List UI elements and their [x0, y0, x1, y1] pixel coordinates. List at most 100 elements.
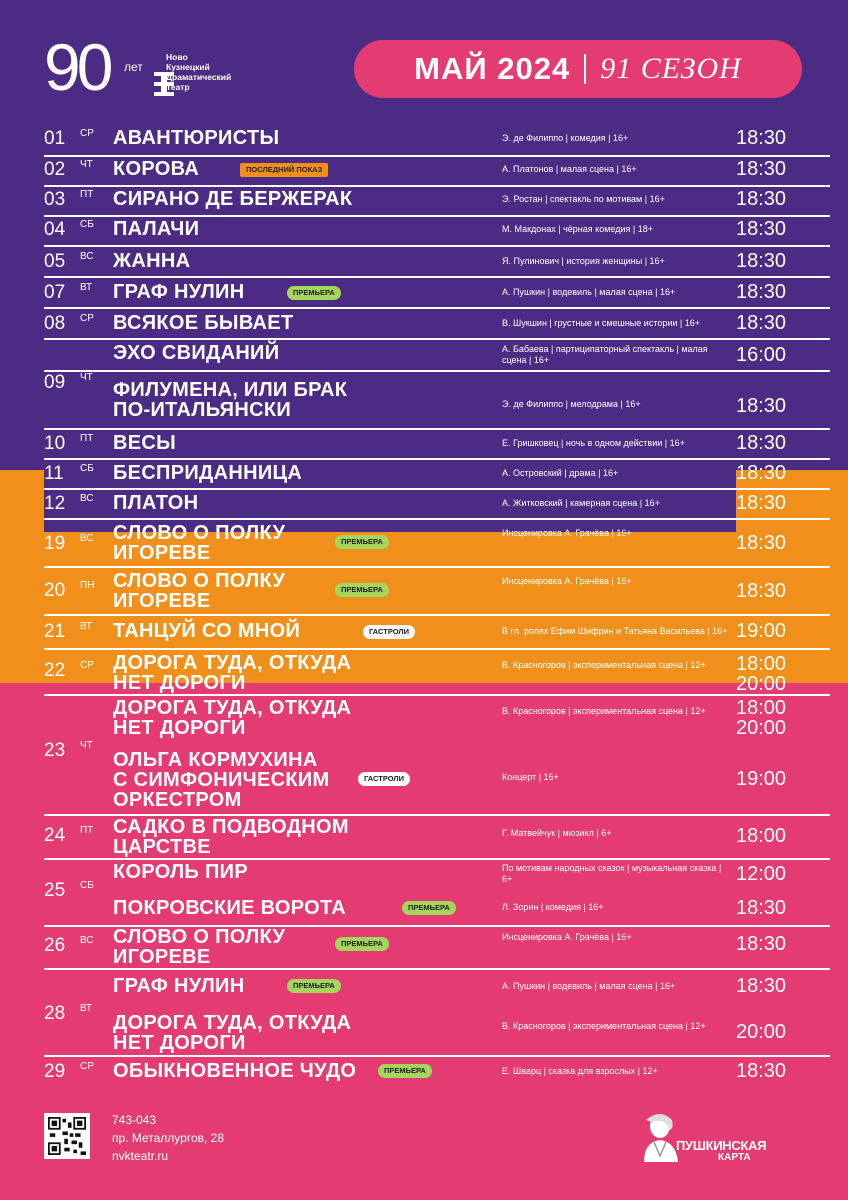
show-title[interactable]: НЕТ ДОРОГИ	[113, 1032, 246, 1054]
show-title[interactable]: СЛОВО О ПОЛКУ	[113, 522, 286, 544]
weekday-label: СБ	[80, 880, 94, 891]
show-time: 18:30	[736, 127, 787, 149]
show-title[interactable]: ОЛЬГА КОРМУХИНА	[113, 749, 318, 771]
show-details: Концерт | 16+	[502, 772, 559, 782]
show-title[interactable]: ЖАННА	[113, 250, 191, 272]
show-time: 18:30	[736, 281, 787, 303]
show-title[interactable]: СЛОВО О ПОЛКУ	[113, 570, 286, 592]
show-title[interactable]: ДОРОГА ТУДА, ОТКУДА	[113, 1012, 352, 1034]
show-title[interactable]: ВЕСЫ	[113, 432, 177, 454]
date-number: 26	[44, 935, 66, 956]
weekday-label: СР	[80, 313, 94, 324]
date-number: 08	[44, 313, 66, 334]
website-link[interactable]: nvkteatr.ru	[112, 1149, 169, 1163]
show-title[interactable]: АВАНТЮРИСТЫ	[113, 127, 280, 149]
date-number: 20	[44, 580, 66, 601]
show-details: По мотивам народных сказок | музыкальная…	[502, 863, 722, 884]
theatre-logo: 90 лет Ново Кузнецкий Драматический Теат…	[44, 34, 244, 104]
show-details: А. Пушкин | водевиль | малая сцена | 16+	[502, 981, 676, 991]
premiere-badge: ПРЕМЬЕРА	[335, 583, 389, 597]
show-title[interactable]: НЕТ ДОРОГИ	[113, 717, 246, 739]
logo-mark-icon	[154, 72, 174, 96]
weekday-label: ВС	[80, 493, 94, 504]
show-details: А. Житковский | камерная сцена | 16+	[502, 498, 660, 508]
show-details: Инсценировка А. Грачёва | 16+	[502, 932, 632, 942]
show-details: Инсценировка А. Грачёва | 16+	[502, 528, 632, 538]
row-divider	[44, 925, 830, 927]
show-title[interactable]: ПЛАТОН	[113, 492, 199, 514]
premiere-badge: ПРЕМЬЕРА	[378, 1064, 432, 1078]
show-title[interactable]: ВСЯКОЕ БЫВАЕТ	[113, 312, 294, 334]
date-number: 01	[44, 128, 66, 149]
show-time: 20:00	[736, 717, 787, 739]
date-number: 04	[44, 219, 66, 240]
show-title[interactable]: ОРКЕСТРОМ	[113, 789, 242, 811]
row-divider	[44, 307, 830, 309]
show-title[interactable]: ЦАРСТВЕ	[113, 836, 211, 858]
show-title[interactable]: ФИЛУМЕНА, ИЛИ БРАК	[113, 379, 348, 401]
show-time: 18:30	[736, 395, 787, 417]
show-time: 18:30	[736, 897, 787, 919]
show-title[interactable]: САДКО В ПОДВОДНОМ	[113, 816, 349, 838]
weekday-label: ПТ	[80, 433, 94, 444]
show-time: 18:30	[736, 462, 787, 484]
show-time: 19:00	[736, 768, 787, 790]
show-title[interactable]: ПАЛАЧИ	[113, 218, 200, 240]
row-divider	[44, 858, 830, 860]
show-title[interactable]: СЛОВО О ПОЛКУ	[113, 926, 286, 948]
show-title[interactable]: ИГОРЕВЕ	[113, 542, 211, 564]
weekday-label: ЧТ	[80, 159, 93, 170]
qr-code-icon[interactable]	[44, 1113, 90, 1159]
weekday-label: ВТ	[80, 282, 93, 293]
show-details: В. Красногоров | экспериментальная сцена…	[502, 1021, 706, 1031]
show-title[interactable]: ПОКРОВСКИЕ ВОРОТА	[113, 897, 347, 919]
show-title[interactable]: НЕТ ДОРОГИ	[113, 672, 246, 694]
show-details: А. Пушкин | водевиль | малая сцена | 16+	[502, 287, 676, 297]
show-time: 20:00	[736, 1021, 787, 1043]
show-time: 18:30	[736, 532, 787, 554]
show-title[interactable]: КОРОЛЬ ПИР	[113, 861, 248, 883]
show-title[interactable]: КОРОВА	[113, 158, 200, 180]
row-divider	[44, 614, 830, 616]
show-title[interactable]: ГРАФ НУЛИН	[113, 975, 245, 997]
tour-badge: ГАСТРОЛИ	[363, 625, 416, 639]
show-time: 18:30	[736, 312, 787, 334]
show-details: А. Бабаева | партиципаторный спектакль |…	[502, 344, 708, 365]
show-time: 19:00	[736, 620, 787, 642]
show-title[interactable]: ПО-ИТАЛЬЯНСКИ	[113, 399, 292, 421]
show-time: 18:30	[736, 492, 787, 514]
show-title[interactable]: С СИМФОНИЧЕСКИМ	[113, 769, 330, 791]
row-divider	[44, 648, 830, 650]
show-title[interactable]: ТАНЦУЙ СО МНОЙ	[113, 620, 301, 642]
show-details: Э. Ростан | спектакль по мотивам | 16+	[502, 194, 665, 204]
date-number: 12	[44, 493, 66, 514]
pushkin-card-subtitle: КАРТА	[718, 1152, 751, 1163]
date-number: 11	[44, 463, 64, 484]
show-title[interactable]: ДОРОГА ТУДА, ОТКУДА	[113, 697, 352, 719]
season-title: 91 СЕЗОН	[600, 52, 742, 85]
show-details: М. Макдонах | чёрная комедия | 18+	[502, 224, 653, 234]
weekday-label: СБ	[80, 219, 94, 230]
show-details: Э. де Филиппо | мелодрама | 16+	[502, 399, 641, 409]
row-divider	[44, 518, 830, 520]
show-title[interactable]: СИРАНО ДЕ БЕРЖЕРАК	[113, 188, 353, 210]
show-title[interactable]: БЕСПРИДАННИЦА	[113, 462, 303, 484]
show-title[interactable]: ОБЫКНОВЕННОЕ ЧУДО	[113, 1060, 357, 1082]
show-time: 18:30	[736, 218, 787, 240]
show-title[interactable]: ЭХО СВИДАНИЙ	[113, 342, 280, 364]
pushkin-card-title: ПУШКИНСКАЯ	[676, 1138, 767, 1153]
contact-info: 743-043 пр. Металлургов, 28 nvkteatr.ru	[112, 1111, 224, 1165]
show-title[interactable]: ИГОРЕВЕ	[113, 590, 211, 612]
row-divider	[44, 1055, 830, 1057]
show-title[interactable]: ИГОРЕВЕ	[113, 946, 211, 968]
logo-anniversary-number: 90	[44, 30, 113, 104]
weekday-label: ЧТ	[80, 740, 93, 751]
date-number: 19	[44, 533, 66, 554]
premiere-badge: ПРЕМЬЕРА	[287, 979, 341, 993]
weekday-label: ПТ	[80, 189, 94, 200]
month-season-banner: МАЙ 2024 91 СЕЗОН	[354, 40, 802, 98]
pushkin-card-logo: ПУШКИНСКАЯ КАРТА	[640, 1112, 810, 1164]
show-title[interactable]: ГРАФ НУЛИН	[113, 281, 245, 303]
row-divider	[44, 814, 830, 816]
show-title[interactable]: ДОРОГА ТУДА, ОТКУДА	[113, 652, 352, 674]
